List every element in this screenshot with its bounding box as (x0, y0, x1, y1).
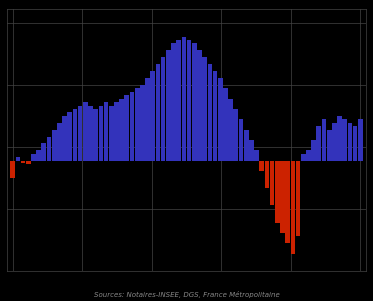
Bar (109, 106, 114, 161)
Bar (342, 119, 347, 161)
Bar (254, 150, 259, 161)
Bar (83, 102, 88, 161)
Bar (135, 88, 140, 161)
Bar (176, 40, 181, 161)
Bar (280, 161, 285, 233)
Bar (130, 92, 134, 161)
Bar (166, 50, 171, 161)
Bar (88, 106, 93, 161)
Bar (353, 126, 357, 161)
Bar (233, 109, 238, 161)
Bar (156, 64, 160, 161)
Bar (10, 161, 15, 178)
Bar (322, 119, 326, 161)
Bar (358, 119, 363, 161)
Bar (348, 123, 352, 161)
Bar (249, 140, 254, 161)
Bar (78, 106, 82, 161)
Bar (47, 137, 51, 161)
Bar (125, 95, 129, 161)
Bar (98, 106, 103, 161)
Bar (244, 130, 248, 161)
Bar (187, 40, 191, 161)
Bar (104, 102, 109, 161)
Bar (192, 43, 197, 161)
Bar (52, 130, 56, 161)
Bar (239, 119, 243, 161)
Bar (36, 150, 41, 161)
Bar (306, 150, 311, 161)
Bar (332, 123, 337, 161)
Bar (73, 109, 77, 161)
Bar (41, 143, 46, 161)
Bar (93, 109, 98, 161)
Bar (264, 161, 269, 188)
Text: Sources: Notaires-INSEE, DGS, France Métropolitaine: Sources: Notaires-INSEE, DGS, France Mét… (94, 291, 279, 298)
Bar (26, 161, 31, 164)
Bar (145, 78, 150, 161)
Bar (140, 85, 145, 161)
Bar (213, 71, 217, 161)
Bar (291, 161, 295, 254)
Bar (197, 50, 202, 161)
Bar (301, 154, 305, 161)
Bar (228, 99, 233, 161)
Bar (68, 112, 72, 161)
Bar (21, 161, 25, 163)
Bar (182, 37, 186, 161)
Bar (150, 71, 155, 161)
Bar (161, 57, 166, 161)
Bar (259, 161, 264, 171)
Bar (218, 78, 223, 161)
Bar (119, 99, 124, 161)
Bar (270, 161, 275, 205)
Bar (31, 154, 36, 161)
Bar (317, 126, 321, 161)
Bar (311, 140, 316, 161)
Bar (171, 43, 176, 161)
Bar (207, 64, 212, 161)
Bar (202, 57, 207, 161)
Bar (114, 102, 119, 161)
Bar (57, 123, 62, 161)
Bar (285, 161, 290, 243)
Bar (337, 116, 342, 161)
Bar (62, 116, 67, 161)
Bar (16, 157, 20, 161)
Bar (296, 161, 300, 237)
Bar (275, 161, 280, 223)
Bar (223, 88, 228, 161)
Bar (327, 130, 332, 161)
